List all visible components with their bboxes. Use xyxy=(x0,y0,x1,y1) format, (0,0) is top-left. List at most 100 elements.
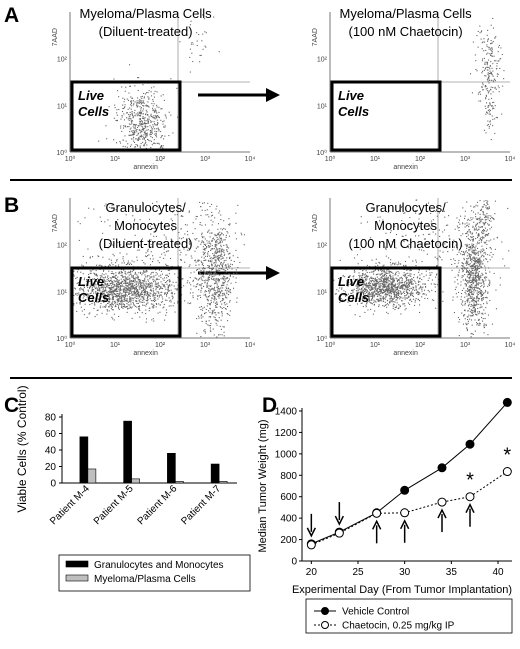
event-dot xyxy=(79,302,81,304)
event-dot xyxy=(411,278,413,280)
event-dot xyxy=(489,53,491,55)
event-dot xyxy=(209,295,211,297)
event-dot xyxy=(470,305,472,307)
event-dot xyxy=(479,238,481,240)
event-dot xyxy=(165,115,167,117)
event-dot xyxy=(400,287,402,289)
event-dot xyxy=(367,275,369,277)
event-dot xyxy=(358,297,360,299)
event-dot xyxy=(368,286,370,288)
event-dot xyxy=(471,252,473,254)
event-dot xyxy=(224,239,226,241)
event-dot xyxy=(486,34,488,36)
event-dot xyxy=(178,232,180,234)
event-dot xyxy=(209,242,211,244)
event-dot xyxy=(479,257,481,259)
event-dot xyxy=(384,294,386,296)
event-dot xyxy=(195,277,197,279)
event-dot xyxy=(200,54,202,56)
event-dot xyxy=(465,261,467,263)
event-dot xyxy=(487,29,489,31)
event-dot xyxy=(150,147,152,149)
event-dot xyxy=(216,301,218,303)
event-dot xyxy=(128,123,130,125)
event-dot xyxy=(188,211,190,213)
event-dot xyxy=(390,299,392,301)
event-dot xyxy=(122,145,124,147)
event-dot xyxy=(229,265,231,267)
event-dot xyxy=(123,101,125,103)
event-dot xyxy=(461,312,463,314)
event-dot xyxy=(474,286,476,288)
event-dot xyxy=(100,283,102,285)
event-dot xyxy=(481,72,483,74)
event-dot xyxy=(414,289,416,291)
event-dot xyxy=(392,281,394,283)
event-dot xyxy=(381,280,383,282)
event-dot xyxy=(387,272,389,274)
event-dot xyxy=(146,286,148,288)
event-dot xyxy=(346,282,348,284)
event-dot xyxy=(419,278,421,280)
event-dot xyxy=(207,230,209,232)
event-dot xyxy=(140,292,142,294)
event-dot xyxy=(136,295,138,297)
event-dot xyxy=(362,299,364,301)
event-dot xyxy=(200,336,202,338)
event-dot xyxy=(385,271,387,273)
event-dot xyxy=(482,298,484,300)
event-dot xyxy=(483,241,485,243)
event-dot xyxy=(489,120,491,122)
event-dot xyxy=(163,303,165,305)
event-dot xyxy=(205,214,207,216)
event-dot xyxy=(489,79,491,81)
event-dot xyxy=(498,44,500,46)
event-dot xyxy=(461,275,463,277)
event-dot xyxy=(222,282,224,284)
event-dot xyxy=(200,284,202,286)
event-dot xyxy=(389,289,391,291)
event-dot xyxy=(211,267,213,269)
event-dot xyxy=(405,264,407,266)
event-dot xyxy=(491,42,493,44)
event-dot xyxy=(137,302,139,304)
event-dot xyxy=(73,270,75,272)
event-dot xyxy=(479,307,481,309)
event-dot xyxy=(135,124,137,126)
event-dot xyxy=(108,278,110,280)
plot-title: (Diluent-treated) xyxy=(99,236,193,251)
event-dot xyxy=(226,293,228,295)
event-dot xyxy=(211,240,213,242)
event-dot xyxy=(105,288,107,290)
event-dot xyxy=(391,263,393,265)
event-dot xyxy=(228,235,230,237)
event-dot xyxy=(144,142,146,144)
event-dot xyxy=(150,239,152,241)
event-dot xyxy=(198,268,200,270)
event-dot xyxy=(371,286,373,288)
event-dot xyxy=(423,250,425,252)
event-dot xyxy=(211,278,213,280)
event-dot xyxy=(103,300,105,302)
event-dot xyxy=(351,293,353,295)
event-dot xyxy=(468,270,470,272)
event-dot xyxy=(218,51,220,53)
event-dot xyxy=(236,301,238,303)
event-dot xyxy=(156,278,158,280)
event-dot xyxy=(488,66,490,68)
event-dot xyxy=(220,251,222,253)
event-dot xyxy=(98,300,100,302)
event-dot xyxy=(207,273,209,275)
event-dot xyxy=(132,115,134,117)
event-dot xyxy=(486,247,488,249)
event-dot xyxy=(476,262,478,264)
event-dot xyxy=(224,280,226,282)
event-dot xyxy=(129,277,131,279)
event-dot xyxy=(204,249,206,251)
event-dot xyxy=(396,283,398,285)
event-dot xyxy=(483,309,485,311)
event-dot xyxy=(386,279,388,281)
event-dot xyxy=(481,316,483,318)
event-dot xyxy=(180,259,182,261)
event-dot xyxy=(464,223,466,225)
